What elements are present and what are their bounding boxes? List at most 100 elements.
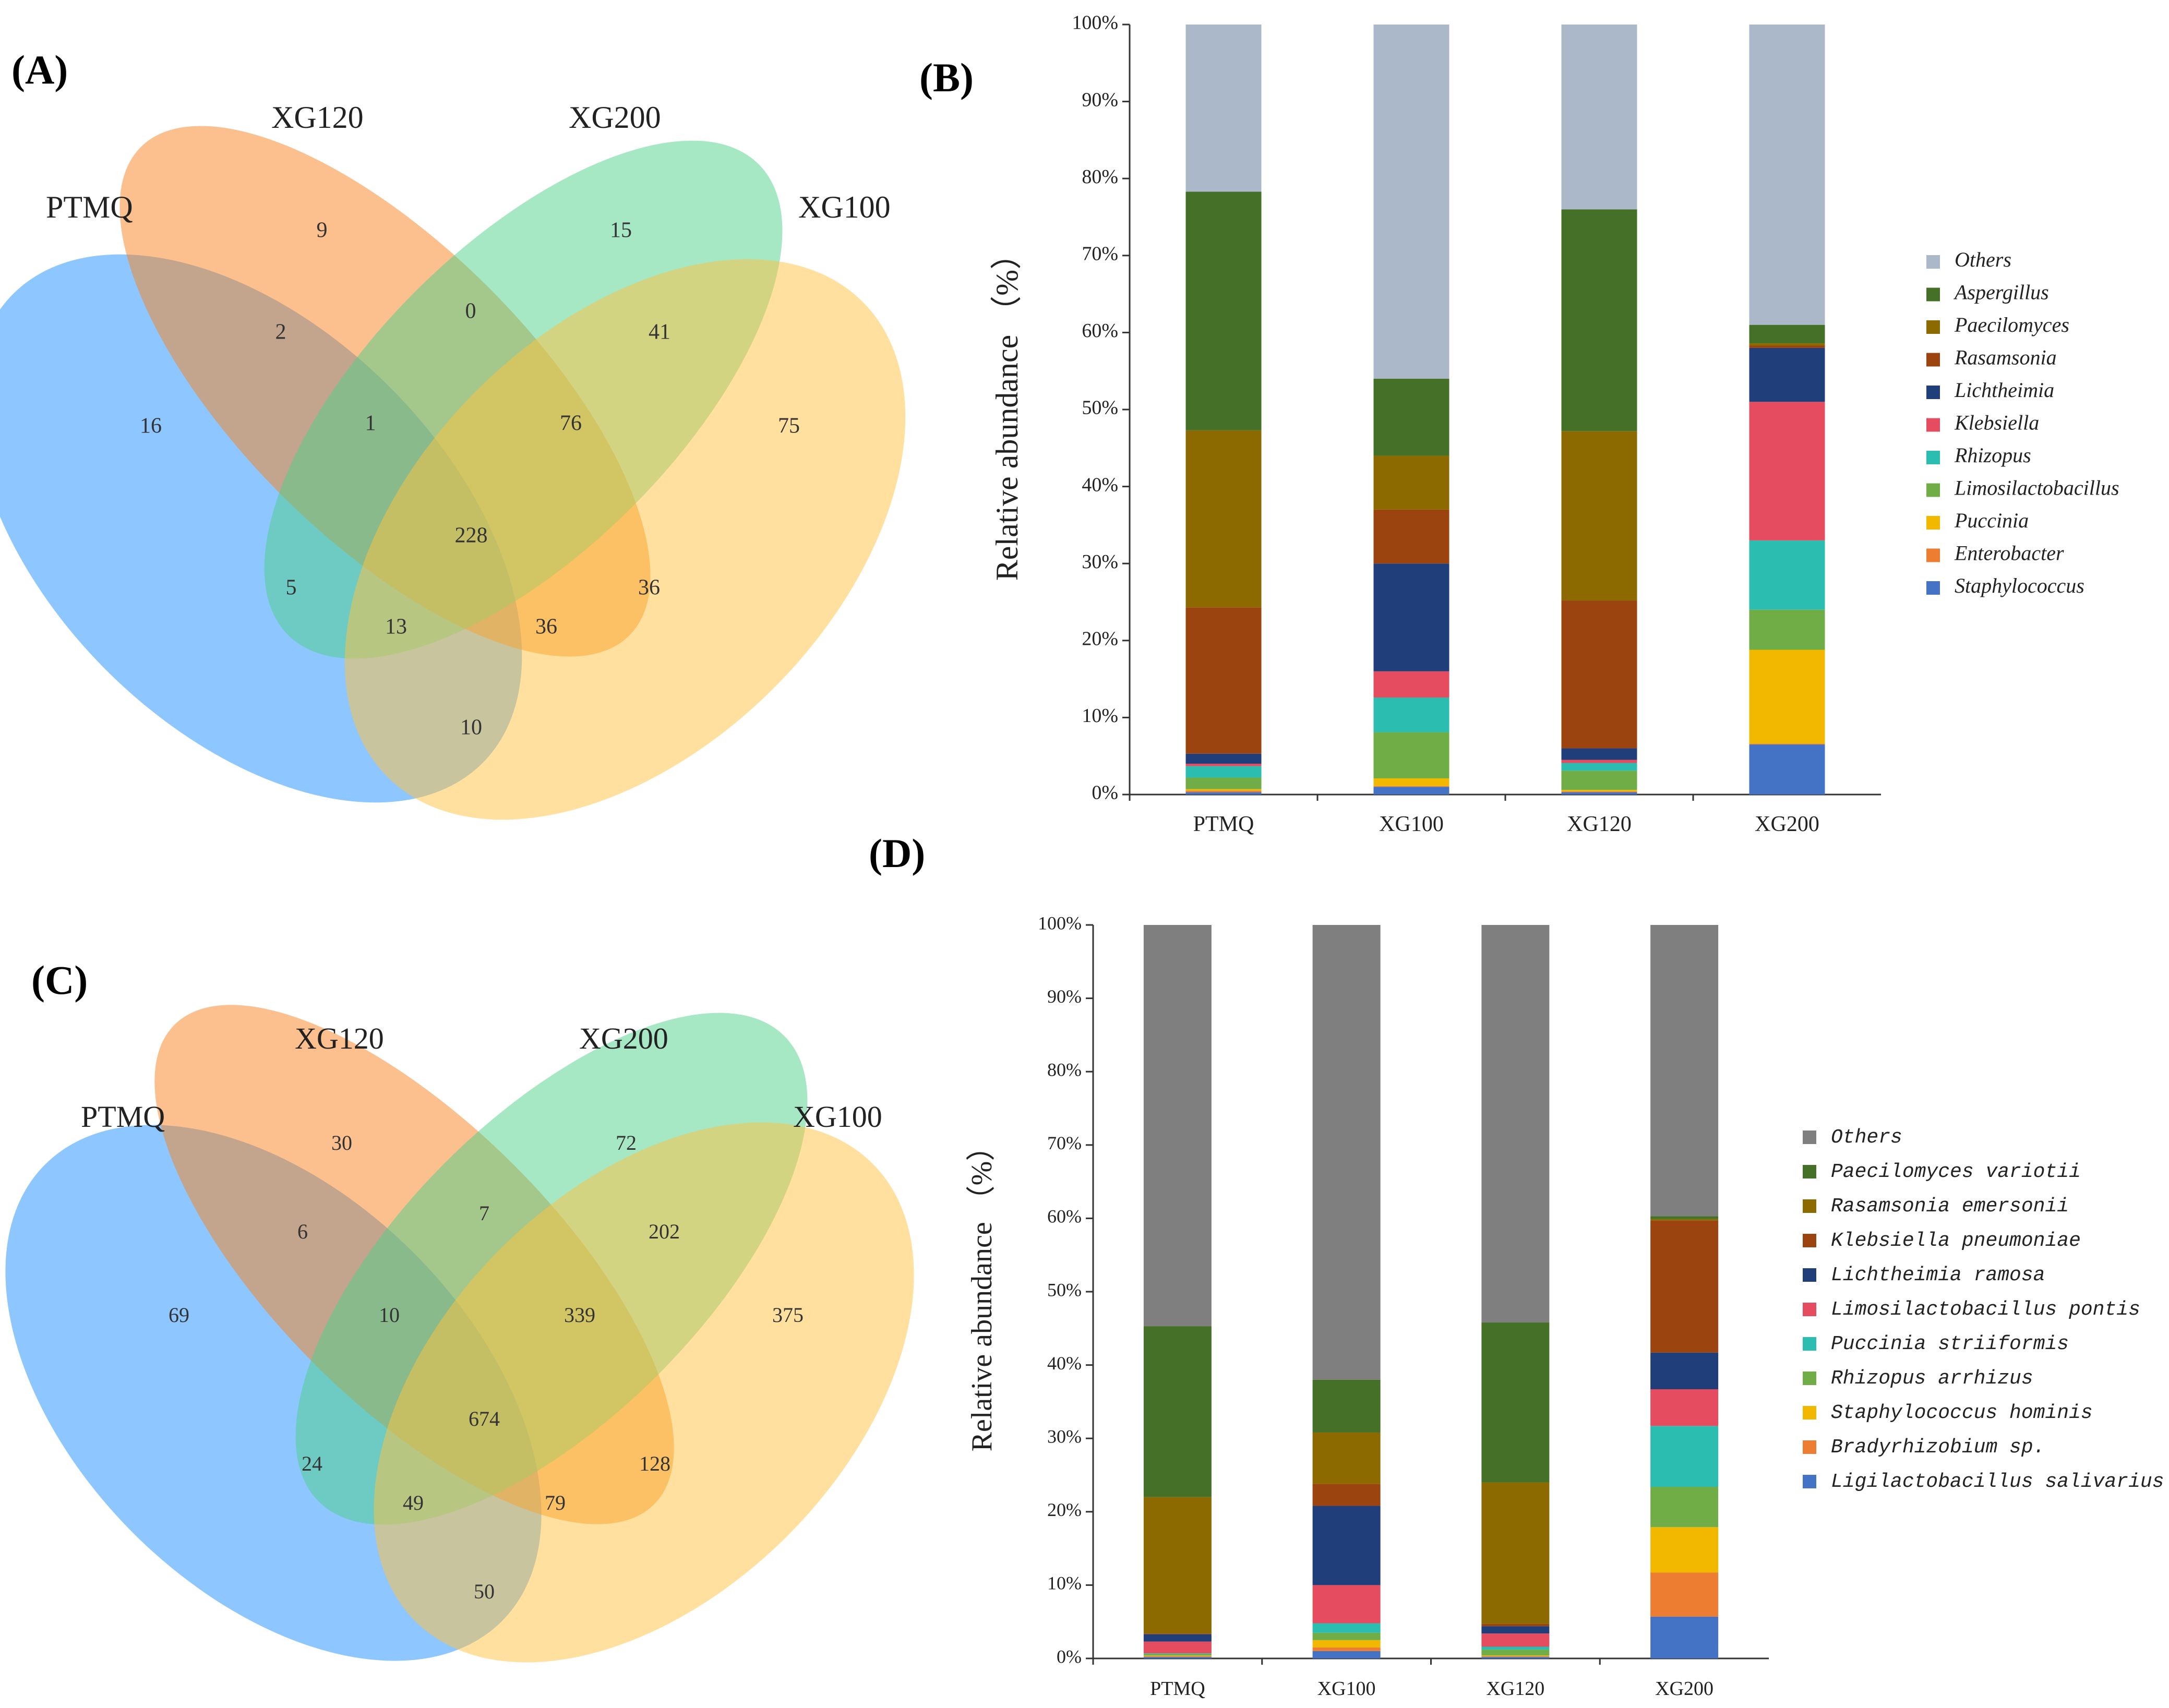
x-tick-label: XG120	[1486, 1678, 1544, 1700]
legend-swatch-rasamsonia-emersonii	[1803, 1199, 1816, 1213]
bar-segment-bradyrhizobium-sp-ptmq	[1143, 1656, 1212, 1657]
venn-region-count: 674	[469, 1407, 500, 1430]
venn-region-count: 49	[403, 1491, 424, 1514]
bar-segment-ligilactobacillus-salivarius-ptmq	[1143, 1657, 1212, 1658]
venn-set-label-ptmq: PTMQ	[46, 190, 133, 224]
venn-region-count: 2	[275, 320, 286, 344]
y-tick-label: 60%	[1082, 320, 1118, 342]
venn-region-count: 0	[465, 299, 476, 323]
bar-segment-bradyrhizobium-sp-xg120	[1481, 1656, 1550, 1657]
bar-segment-limosilactobacillus-pontis-xg120	[1481, 1633, 1550, 1647]
venn-region-count: 228	[455, 524, 488, 548]
bar-segment-puccinia-striiformis-xg200	[1650, 1426, 1719, 1487]
legend-label-paecilomyces: Paecilomyces	[1954, 313, 2069, 336]
bar-segment-others-xg200	[1650, 925, 1719, 1217]
venn-diagram-c: PTMQ XG120 XG200 XG100 69 30 72 375 6 7 202 10 339 67…	[5, 1005, 914, 1663]
legend-swatch-puccinia	[1926, 516, 1940, 530]
y-tick-label: 0%	[1057, 1646, 1082, 1667]
bar-segment-ligilactobacillus-salivarius-xg200	[1650, 1616, 1719, 1658]
bar-segment-others-xg100	[1312, 925, 1381, 1380]
legend: Others Aspergillus Paecilomyces Rasamsonia L…	[1926, 248, 2119, 597]
bar-segment-rasamsonia-xg120	[1561, 600, 1637, 749]
bar-segment-puccinia-striiformis-xg120	[1481, 1646, 1550, 1650]
bar-segment-paecilomyces-variotii-xg100	[1312, 1379, 1381, 1433]
legend-label-puccinia: Puccinia	[1954, 509, 2029, 532]
y-tick-label: 10%	[1082, 705, 1118, 727]
y-axis-title: Relative abundance （%）	[966, 1132, 998, 1452]
bar-segment-enterobacter-xg120	[1561, 791, 1637, 792]
legend-swatch-ligilactobacillus-salivarius	[1803, 1475, 1816, 1488]
bar-segment-rhizopus-arrhizus-xg200	[1650, 1486, 1719, 1527]
bar-segment-puccinia-striiformis-ptmq	[1143, 1653, 1212, 1654]
venn-region-count: 50	[474, 1580, 495, 1603]
venn-region-count: 9	[317, 219, 328, 243]
bar-segment-limosilactobacillus-pontis-xg200	[1650, 1389, 1719, 1426]
x-tick-label: XG200	[1655, 1678, 1713, 1700]
bar-segment-rhizopus-xg200	[1749, 540, 1825, 610]
bar-segment-puccinia-striiformis-xg100	[1312, 1623, 1381, 1633]
venn-region-count: 375	[772, 1303, 804, 1327]
venn-region-count: 30	[331, 1131, 352, 1154]
bar-segment-lichtheimia-xg100	[1373, 563, 1449, 671]
venn-region-count: 7	[479, 1201, 489, 1225]
legend-label-klebsiella-pneumoniae: Klebsiella pneumoniae	[1831, 1230, 2081, 1252]
venn-region-count: 5	[286, 576, 297, 600]
bar-segment-puccinia-ptmq	[1185, 789, 1262, 791]
legend-label-lichtheimia-ramosa: Lichtheimia ramosa	[1831, 1264, 2045, 1286]
legend-swatch-paecilomyces-variotii	[1803, 1165, 1816, 1178]
bar-segment-aspergillus-xg120	[1561, 209, 1637, 431]
venn-region-count: 41	[649, 320, 670, 344]
legend-label-enterobacter: Enterobacter	[1954, 542, 2064, 565]
bar-segment-lichtheimia-ramosa-xg200	[1650, 1352, 1719, 1389]
bar-segment-paecilomyces-variotii-xg120	[1481, 1322, 1550, 1483]
bar-segment-staphylococcus-hominis-xg200	[1650, 1527, 1719, 1573]
venn-set-label-ptmq: PTMQ	[81, 1100, 165, 1134]
bar-segment-puccinia-xg100	[1373, 778, 1449, 786]
legend-label-rasamsonia: Rasamsonia	[1954, 346, 2057, 369]
venn-set-label-xg120: XG120	[295, 1021, 384, 1055]
bar-segment-rasamsonia-xg200	[1749, 345, 1825, 348]
bar-segment-others-ptmq	[1143, 925, 1212, 1327]
bar-segment-limosilactobacillus-xg100	[1373, 732, 1449, 779]
legend-swatch-puccinia-striiformis	[1803, 1337, 1816, 1351]
bar-segment-aspergillus-xg200	[1749, 324, 1825, 344]
y-tick-label: 80%	[1082, 166, 1118, 188]
venn-set-label-xg200: XG200	[569, 100, 661, 135]
venn-set-xg100	[374, 1122, 914, 1663]
y-tick-label: 100%	[1038, 912, 1082, 933]
bar-segment-paecilomyces-xg120	[1561, 431, 1637, 601]
x-tick-label: XG100	[1379, 812, 1444, 836]
bar-segment-rhizopus-ptmq	[1185, 766, 1262, 778]
legend-swatch-lichtheimia	[1926, 386, 1940, 399]
legend-label-rhizopus: Rhizopus	[1954, 443, 2031, 467]
bar-segment-puccinia-xg200	[1749, 649, 1825, 744]
bar-segment-rhizopus-xg100	[1373, 697, 1449, 732]
bar-segment-staphylococcus-xg120	[1561, 792, 1637, 795]
bar-segment-others-xg120	[1481, 925, 1550, 1323]
stacked-bar-chart-d: 0% 10% 20% 30% 40% 50% 60% 70% 80% 90% 100% Relativ…	[966, 912, 2164, 1700]
y-axis-title: Relative abundance （%）	[990, 238, 1024, 581]
venn-region-count: 69	[169, 1303, 189, 1327]
legend-swatch-limosilactobacillus-pontis	[1803, 1303, 1816, 1316]
venn-region-count: 72	[616, 1131, 637, 1154]
legend-label-staphylococcus-hominis: Staphylococcus hominis	[1831, 1402, 2093, 1424]
legend-swatch-enterobacter	[1926, 548, 1940, 562]
legend-label-staphylococcus: Staphylococcus	[1955, 574, 2084, 597]
bar-segment-staphylococcus-xg100	[1373, 787, 1449, 795]
bar-segment-staphylococcus-hominis-xg120	[1481, 1655, 1550, 1656]
venn-region-count: 76	[560, 412, 582, 436]
bar-segment-paecilomyces-variotii-xg200	[1650, 1216, 1719, 1219]
legend-label-puccinia-striiformis: Puccinia striiformis	[1831, 1333, 2069, 1355]
venn-region-count: 6	[297, 1220, 308, 1243]
legend-swatch-lichtheimia-ramosa	[1803, 1268, 1816, 1282]
venn-diagram-a: PTMQ XG120 XG200 XG100 16 9 15 75 2 0 41 1 76 228 5 36 1…	[0, 100, 906, 820]
panel-label-d: (D)	[869, 831, 925, 876]
legend-swatch-rasamsonia	[1926, 353, 1940, 367]
x-tick-label: XG200	[1755, 812, 1819, 836]
legend-swatch-klebsiella-pneumoniae	[1803, 1234, 1816, 1247]
y-tick-label: 40%	[1082, 474, 1118, 496]
stacked-bar-chart-b: 0% 10% 20% 30% 40% 50% 60% 70% 80% 90% 100% Relativ…	[990, 12, 2119, 836]
bar-segment-bradyrhizobium-sp-xg200	[1650, 1572, 1719, 1617]
legend-label-rasamsonia-emersonii: Rasamsonia emersonii	[1831, 1195, 2069, 1218]
legend-swatch-rhizopus	[1926, 451, 1940, 464]
